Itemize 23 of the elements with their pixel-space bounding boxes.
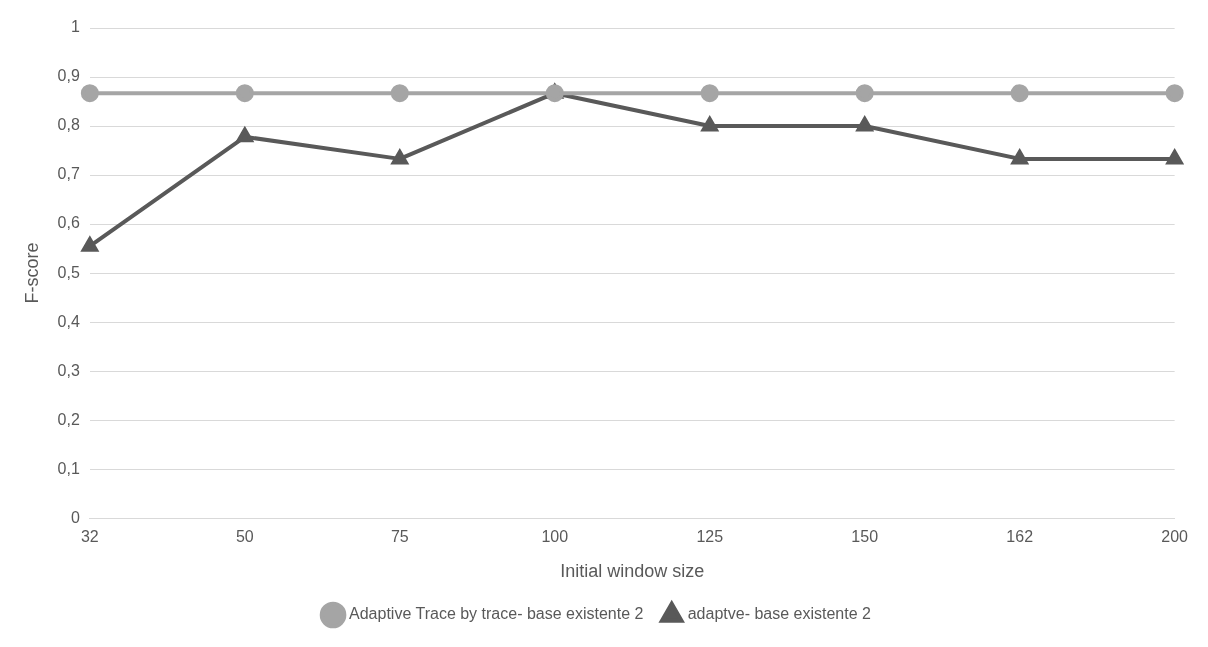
x-axis-title: Initial window size bbox=[560, 561, 705, 582]
y-tick-label: 0,7 bbox=[57, 165, 80, 183]
y-tick-label: 0,4 bbox=[57, 312, 80, 330]
y-tick-label: 0 bbox=[70, 508, 80, 526]
legend-label: adaptve- base existente 2 bbox=[687, 605, 872, 623]
y-tick-label: 0,6 bbox=[57, 214, 80, 232]
y-tick-label: 0,3 bbox=[57, 361, 80, 379]
x-tick-label: 162 bbox=[1006, 528, 1034, 546]
x-tick-label: 125 bbox=[696, 528, 724, 546]
x-tick-label: 32 bbox=[80, 528, 99, 546]
legend-label: Adaptive Trace by trace- base existente 2 bbox=[349, 605, 644, 623]
x-tick-label: 50 bbox=[235, 528, 254, 546]
x-tick-label: 200 bbox=[1161, 528, 1189, 546]
y-tick-label: 0,9 bbox=[57, 67, 80, 85]
y-tick-label: 1 bbox=[70, 18, 80, 36]
y-tick-label: 0,5 bbox=[57, 263, 80, 281]
x-tick-label: 150 bbox=[851, 528, 879, 546]
y-tick-label: 0,1 bbox=[57, 459, 80, 477]
y-tick-label: 0,8 bbox=[57, 116, 80, 134]
x-tick-label: 100 bbox=[541, 528, 569, 546]
y-tick-label: 0,2 bbox=[57, 410, 80, 428]
x-tick-label: 75 bbox=[390, 528, 409, 546]
y-axis-title: F-score bbox=[21, 242, 42, 304]
